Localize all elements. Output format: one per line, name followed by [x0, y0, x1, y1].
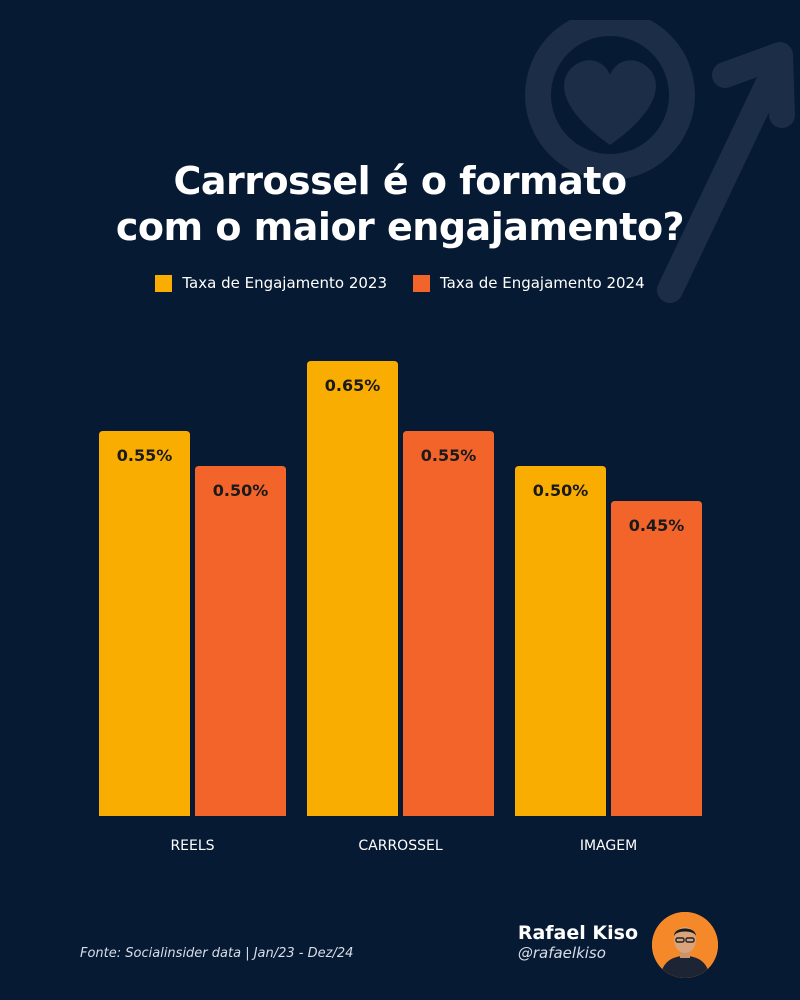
legend-label-2024: Taxa de Engajamento 2024	[440, 274, 645, 292]
bar-reels-2023	[99, 431, 190, 816]
author-block: Rafael Kiso @rafaelkiso	[518, 922, 638, 962]
category-label: REELS	[170, 838, 214, 854]
category-label: IMAGEM	[580, 838, 637, 854]
author-handle: @rafaelkiso	[517, 944, 606, 962]
category-label: CARROSSEL	[358, 838, 442, 854]
avatar	[652, 912, 718, 978]
legend: Taxa de Engajamento 2023 Taxa de Engajam…	[0, 274, 800, 292]
value-label: 0.55%	[421, 446, 477, 465]
bar-carrossel-2024	[403, 431, 494, 816]
value-label: 0.50%	[213, 481, 269, 500]
value-label: 0.45%	[629, 516, 685, 535]
legend-label-2023: Taxa de Engajamento 2023	[182, 274, 387, 292]
bar-carrossel-2023	[307, 361, 398, 816]
legend-swatch-2024	[413, 274, 430, 292]
bar-imagem-2024	[611, 501, 702, 816]
source-note: Fonte: Socialinsider data | Jan/23 - Dez…	[80, 946, 354, 961]
value-label: 0.50%	[533, 481, 589, 500]
chart-title: Carrossel é o formato com o maior engaja…	[0, 158, 800, 250]
title-line-2: com o maior engajamento?	[115, 205, 685, 249]
value-label: 0.55%	[117, 446, 173, 465]
bar-imagem-2023	[515, 466, 606, 816]
heart-arrow-icon	[525, 20, 795, 303]
author-name: Rafael Kiso	[517, 922, 638, 944]
legend-item-2023: Taxa de Engajamento 2023	[155, 274, 387, 292]
bar-reels-2024	[195, 466, 286, 816]
title-line-1: Carrossel é o formato	[173, 159, 627, 203]
legend-item-2024: Taxa de Engajamento 2024	[413, 274, 645, 292]
legend-swatch-2023	[155, 274, 173, 292]
value-label: 0.65%	[325, 376, 381, 395]
